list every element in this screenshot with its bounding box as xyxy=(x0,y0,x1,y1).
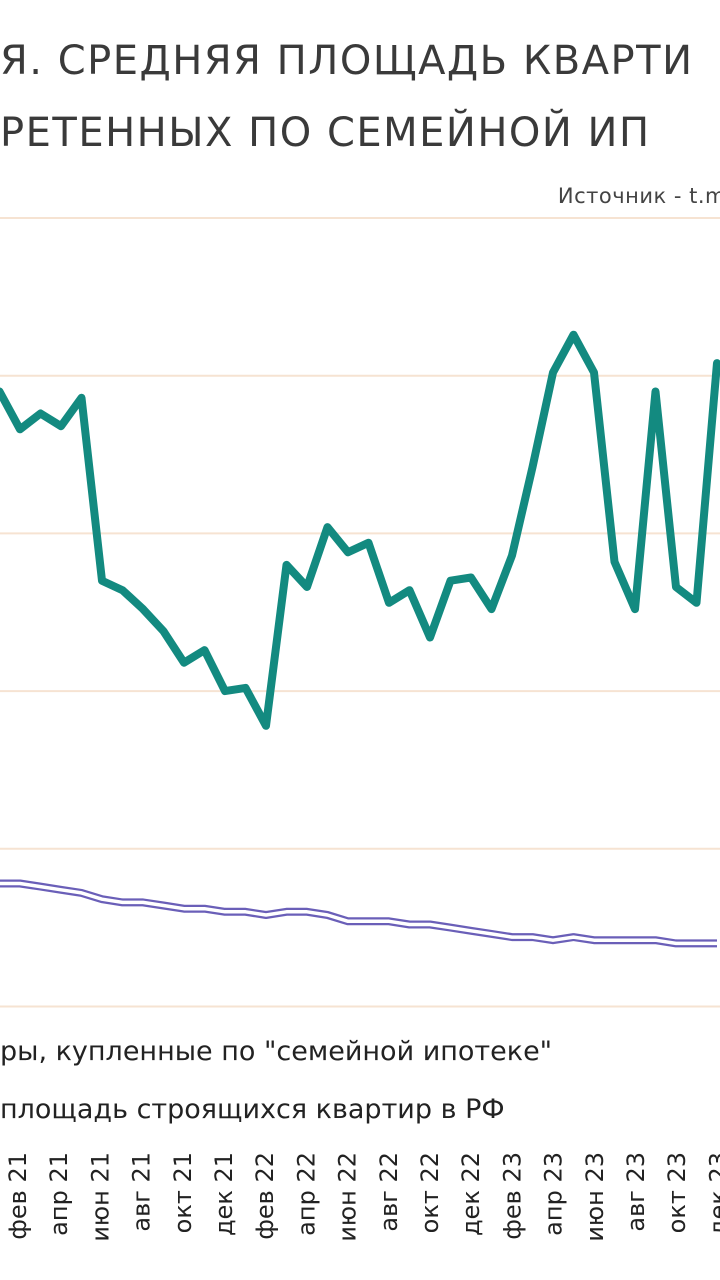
legend-label-family-mortgage: ры, купленные по "семейной ипотеке" xyxy=(0,1036,553,1067)
x-tick-label: фев 21 xyxy=(4,1152,32,1240)
x-tick-label: окт 21 xyxy=(169,1152,197,1233)
x-tick-label: фев 22 xyxy=(251,1152,279,1240)
x-tick-label: июн 21 xyxy=(86,1152,114,1242)
x-tick-label: фев 23 xyxy=(498,1152,526,1240)
source-note: Источник - t.m xyxy=(557,184,720,208)
x-tick-label: авг 23 xyxy=(622,1152,650,1232)
x-tick-label: апр 22 xyxy=(292,1152,320,1236)
x-tick-label: авг 22 xyxy=(375,1152,403,1232)
x-tick-label: окт 23 xyxy=(663,1152,691,1233)
series-line-average-area-core xyxy=(0,881,717,946)
x-tick-label: дек 22 xyxy=(457,1152,485,1236)
gridlines xyxy=(0,217,720,1008)
x-tick-label: апр 21 xyxy=(45,1152,73,1236)
series-lines xyxy=(0,330,720,948)
x-axis-tick-labels: фев 21 апр 21 июн 21 авг 21 окт 21 дек 21 фев … xyxy=(4,1152,720,1242)
x-tick-label: июн 23 xyxy=(581,1152,609,1242)
series-line-family-mortgage xyxy=(0,330,720,730)
x-tick-label: авг 21 xyxy=(128,1152,156,1232)
x-tick-label: июн 22 xyxy=(334,1152,362,1242)
x-tick-label: окт 22 xyxy=(416,1152,444,1233)
x-tick-label: дек 21 xyxy=(210,1152,238,1236)
legend-label-average-area: площадь строящихся квартир в РФ xyxy=(0,1094,505,1125)
chart-title-line-2: РЕТЕННЫХ ПО СЕМЕЙНОЙ ИП xyxy=(0,110,651,156)
x-tick-label: дек 23 xyxy=(704,1152,720,1236)
chart-title-line-1: Я. СРЕДНЯЯ ПЛОЩАДЬ КВАРТИ xyxy=(0,38,694,84)
x-tick-label: апр 23 xyxy=(540,1152,568,1236)
series-line-average-area xyxy=(0,879,717,948)
